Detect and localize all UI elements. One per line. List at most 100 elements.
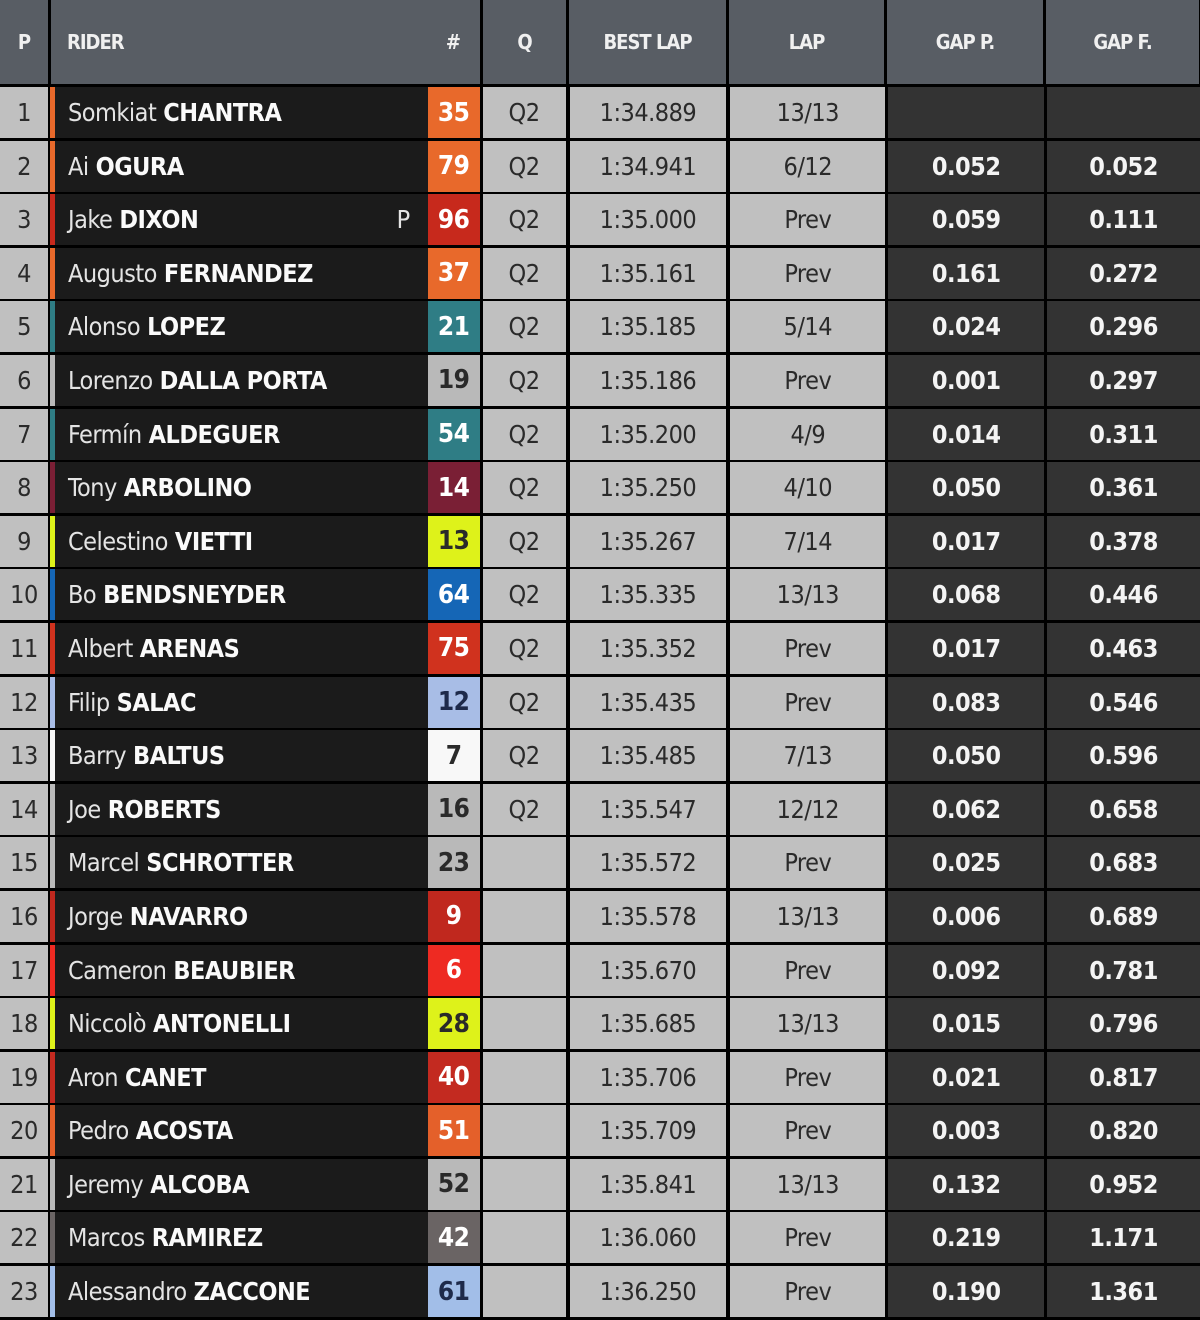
table-row[interactable]: 9 Celestino VIETTI 13 Q2 1:35.267 7/14 0… — [0, 515, 1200, 567]
rider-first-name: Jake — [67, 205, 113, 235]
team-color-stripe — [49, 569, 55, 621]
position-cell: 17 — [0, 944, 48, 996]
gap-first-cell: 0.052 — [1047, 140, 1200, 192]
rider-cell[interactable]: Barry BALTUS — [49, 730, 428, 782]
rider-cell[interactable]: Alessandro ZACCONE — [49, 1266, 428, 1318]
q-cell — [482, 1266, 566, 1318]
position-cell: 2 — [0, 140, 48, 192]
rider-last-name: ZACCONE — [193, 1277, 311, 1307]
table-row[interactable]: 10 Bo BENDSNEYDER 64 Q2 1:35.335 13/13 0… — [0, 569, 1200, 621]
rider-last-name: BENDSNEYDER — [103, 580, 286, 610]
position-cell: 10 — [0, 569, 48, 621]
rider-cell[interactable]: Pedro ACOSTA — [49, 1105, 428, 1157]
rider-cell[interactable]: Ai OGURA — [49, 140, 428, 192]
table-row[interactable]: 2 Ai OGURA 79 Q2 1:34.941 6/12 0.052 0.0… — [0, 140, 1200, 192]
rider-cell[interactable]: Celestino VIETTI — [49, 515, 428, 567]
gap-previous-cell: 0.021 — [888, 1051, 1045, 1103]
gap-previous-cell: 0.059 — [888, 194, 1045, 246]
table-row[interactable]: 3 Jake DIXON P 96 Q2 1:35.000 Prev 0.059… — [0, 194, 1200, 246]
table-row[interactable]: 23 Alessandro ZACCONE 61 1:36.250 Prev 0… — [0, 1266, 1200, 1318]
q-cell — [482, 944, 566, 996]
q-cell — [482, 837, 566, 889]
table-row[interactable]: 11 Albert ARENAS 75 Q2 1:35.352 Prev 0.0… — [0, 622, 1200, 674]
rider-cell[interactable]: Filip SALAC — [49, 676, 428, 728]
rider-cell[interactable]: Lorenzo DALLA PORTA — [49, 354, 428, 406]
team-color-stripe — [49, 354, 55, 406]
rider-cell[interactable]: Tony ARBOLINO — [49, 462, 428, 514]
table-row[interactable]: 21 Jeremy ALCOBA 52 1:35.841 13/13 0.132… — [0, 1158, 1200, 1210]
header-lap[interactable]: LAP — [729, 0, 884, 84]
table-row[interactable]: 22 Marcos RAMIREZ 42 1:36.060 Prev 0.219… — [0, 1212, 1200, 1264]
rider-cell[interactable]: Augusto FERNANDEZ — [49, 247, 428, 299]
table-row[interactable]: 4 Augusto FERNANDEZ 37 Q2 1:35.161 Prev … — [0, 247, 1200, 299]
gap-first-cell: 0.311 — [1047, 408, 1200, 460]
rider-first-name: Aron — [67, 1062, 119, 1092]
header-best-lap[interactable]: BEST LAP — [569, 0, 726, 84]
table-row[interactable]: 1 Somkiat CHANTRA 35 Q2 1:34.889 13/13 — [0, 87, 1200, 138]
table-row[interactable]: 14 Joe ROBERTS 16 Q2 1:35.547 12/12 0.06… — [0, 783, 1200, 835]
rider-cell[interactable]: Niccolò ANTONELLI — [49, 998, 428, 1050]
rider-number-badge: 21 — [427, 301, 480, 353]
rider-number-badge: 37 — [427, 247, 480, 299]
rider-cell[interactable]: Alonso LOPEZ — [49, 301, 428, 353]
q-cell: Q2 — [482, 622, 566, 674]
lap-cell: 13/13 — [730, 569, 886, 621]
table-row[interactable]: 19 Aron CANET 40 1:35.706 Prev 0.021 0.8… — [0, 1051, 1200, 1103]
header-gap-previous[interactable]: GAP P. — [887, 0, 1043, 84]
team-color-stripe — [49, 140, 55, 192]
gap-previous-cell: 0.052 — [888, 140, 1045, 192]
rider-number-badge: 54 — [427, 408, 480, 460]
header-position[interactable]: P — [0, 0, 48, 84]
gap-previous-cell: 0.017 — [888, 622, 1045, 674]
rider-number-badge: 6 — [427, 944, 480, 996]
rider-first-name: Alessandro — [67, 1277, 187, 1307]
rider-last-name: NAVARRO — [129, 901, 248, 931]
table-row[interactable]: 7 Fermín ALDEGUER 54 Q2 1:35.200 4/9 0.0… — [0, 408, 1200, 460]
table-row[interactable]: 6 Lorenzo DALLA PORTA 19 Q2 1:35.186 Pre… — [0, 354, 1200, 406]
best-lap-cell: 1:35.335 — [569, 569, 727, 621]
rider-number-badge: 28 — [427, 998, 480, 1050]
rider-number-badge: 96 — [427, 194, 480, 246]
table-row[interactable]: 15 Marcel SCHROTTER 23 1:35.572 Prev 0.0… — [0, 837, 1200, 889]
header-gap-first[interactable]: GAP F. — [1046, 0, 1199, 84]
table-row[interactable]: 20 Pedro ACOSTA 51 1:35.709 Prev 0.003 0… — [0, 1105, 1200, 1157]
best-lap-cell: 1:35.841 — [569, 1158, 727, 1210]
rider-cell[interactable]: Fermín ALDEGUER — [49, 408, 428, 460]
lap-cell: Prev — [730, 622, 886, 674]
rider-last-name: RAMIREZ — [151, 1223, 263, 1253]
position-cell: 16 — [0, 890, 48, 942]
header-rider[interactable]: RIDER # — [51, 0, 480, 84]
rider-cell[interactable]: Albert ARENAS — [49, 622, 428, 674]
position-cell: 18 — [0, 998, 48, 1050]
rider-last-name: VIETTI — [174, 526, 253, 556]
rider-cell[interactable]: Joe ROBERTS — [49, 783, 428, 835]
rider-cell[interactable]: Jeremy ALCOBA — [49, 1158, 428, 1210]
best-lap-cell: 1:35.485 — [569, 730, 727, 782]
rider-last-name: CANET — [125, 1062, 206, 1092]
team-color-stripe — [49, 676, 55, 728]
rider-cell[interactable]: Jake DIXON P — [49, 194, 428, 246]
team-color-stripe — [49, 301, 55, 353]
rider-cell[interactable]: Aron CANET — [49, 1051, 428, 1103]
table-row[interactable]: 16 Jorge NAVARRO 9 1:35.578 13/13 0.006 … — [0, 890, 1200, 942]
rider-cell[interactable]: Jorge NAVARRO — [49, 890, 428, 942]
table-row[interactable]: 17 Cameron BEAUBIER 6 1:35.670 Prev 0.09… — [0, 944, 1200, 996]
header-q[interactable]: Q — [483, 0, 566, 84]
rider-last-name: ARBOLINO — [123, 473, 252, 503]
best-lap-cell: 1:36.250 — [569, 1266, 727, 1318]
rider-cell[interactable]: Cameron BEAUBIER — [49, 944, 428, 996]
lap-cell: 13/13 — [730, 87, 886, 138]
rider-cell[interactable]: Somkiat CHANTRA — [49, 87, 428, 138]
q-cell — [482, 1212, 566, 1264]
rider-cell[interactable]: Marcos RAMIREZ — [49, 1212, 428, 1264]
table-row[interactable]: 5 Alonso LOPEZ 21 Q2 1:35.185 5/14 0.024… — [0, 301, 1200, 353]
rider-cell[interactable]: Marcel SCHROTTER — [49, 837, 428, 889]
gap-previous-cell: 0.017 — [888, 515, 1045, 567]
table-row[interactable]: 13 Barry BALTUS 7 Q2 1:35.485 7/13 0.050… — [0, 730, 1200, 782]
table-row[interactable]: 8 Tony ARBOLINO 14 Q2 1:35.250 4/10 0.05… — [0, 462, 1200, 514]
table-row[interactable]: 18 Niccolò ANTONELLI 28 1:35.685 13/13 0… — [0, 998, 1200, 1050]
rider-cell[interactable]: Bo BENDSNEYDER — [49, 569, 428, 621]
table-row[interactable]: 12 Filip SALAC 12 Q2 1:35.435 Prev 0.083… — [0, 676, 1200, 728]
position-cell: 21 — [0, 1158, 48, 1210]
